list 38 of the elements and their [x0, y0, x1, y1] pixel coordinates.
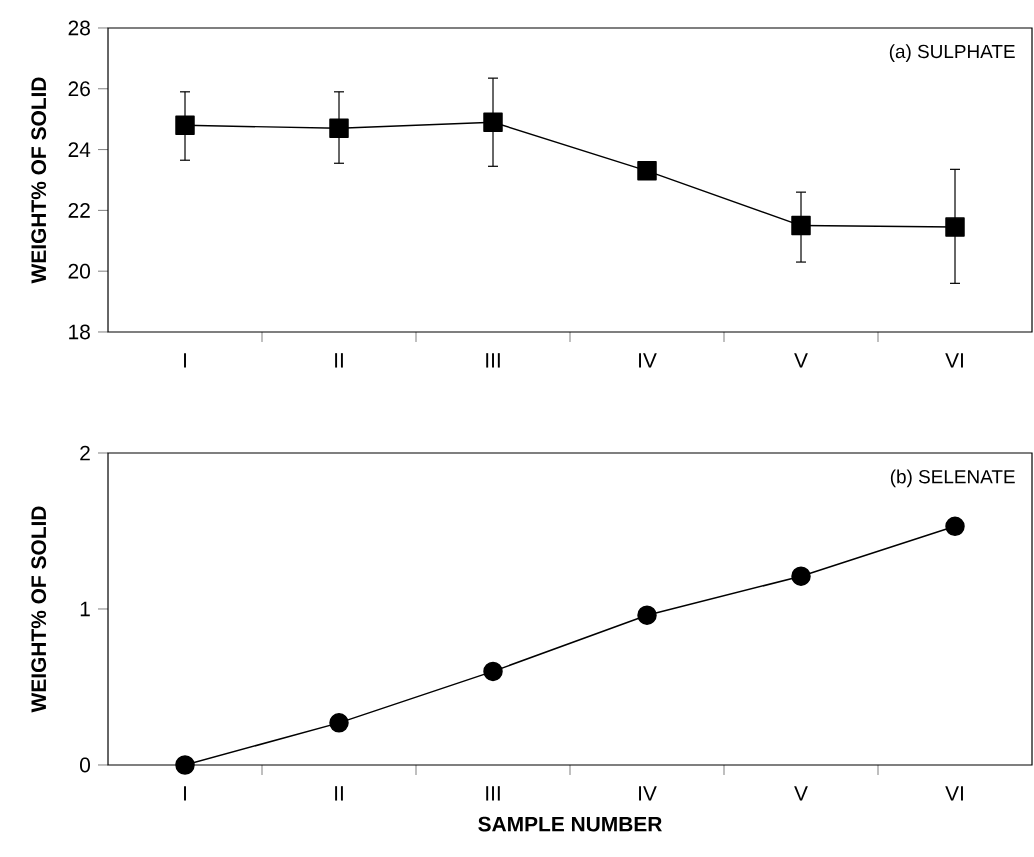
point — [945, 217, 965, 237]
point — [483, 661, 503, 682]
point — [175, 115, 195, 136]
point — [791, 215, 811, 236]
y-tick-label: 0 — [80, 757, 91, 773]
y-tick-label: 2 — [80, 445, 90, 461]
y-tick-label: 24 — [68, 142, 91, 157]
x-tick-label: II — [335, 786, 343, 801]
x-tick-label: IV — [639, 353, 657, 368]
y-axis-title: WEIGHT% OF SOLID — [31, 506, 47, 713]
x-tick-label: V — [794, 786, 808, 801]
x-tick-label: VI — [945, 353, 963, 368]
x-tick-label: I — [184, 786, 186, 801]
point — [175, 755, 195, 775]
y-tick-label: 1 — [80, 601, 90, 617]
y-tick-label: 28 — [68, 20, 90, 36]
y-tick-label: 26 — [68, 81, 90, 97]
x-tick-label: V — [794, 353, 808, 368]
text: (a) SULPHATE — [889, 44, 1015, 62]
x-axis-title: SAMPLE NUMBER — [478, 816, 662, 832]
x-tick-label: IV — [639, 786, 657, 801]
point — [329, 713, 349, 733]
point — [483, 112, 503, 132]
x-tick-label: III — [486, 353, 500, 368]
point — [637, 605, 657, 625]
y-tick-label: 20 — [68, 263, 91, 279]
point — [637, 161, 657, 181]
x-tick-label: VI — [945, 786, 963, 801]
y-tick-label: 22 — [68, 203, 90, 218]
point — [791, 566, 811, 586]
x-tick-label: I — [184, 353, 186, 368]
y-tick-label: 18 — [69, 324, 90, 340]
y-axis-title: WEIGHT% OF SOLID — [31, 77, 47, 284]
point — [945, 516, 965, 537]
point — [329, 118, 349, 139]
x-tick-label: III — [486, 786, 500, 801]
text: (b) SELENATE — [890, 469, 1015, 488]
x-tick-label: II — [335, 353, 343, 368]
